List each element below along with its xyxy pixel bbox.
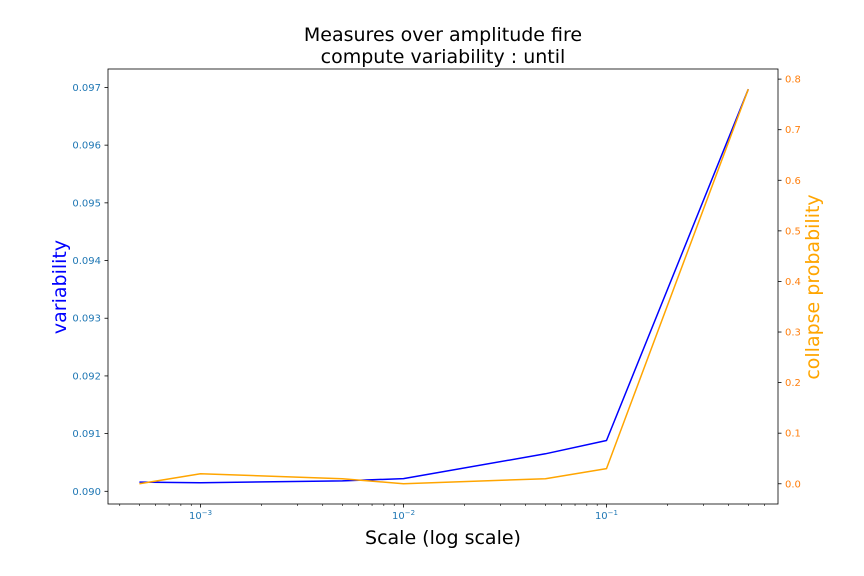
- y-right-tick-label: 0.1: [785, 429, 801, 440]
- y-left-tick-label: 0.097: [72, 83, 101, 94]
- x-tick-exponent: −2: [405, 509, 415, 517]
- x-tick-label: 10−1: [595, 509, 618, 522]
- chart-title-line-1: Measures over amplitude fire: [304, 24, 582, 46]
- y-right-tick-label: 0.0: [785, 479, 801, 490]
- y-left-tick-label: 0.092: [72, 371, 101, 382]
- series-line-collapse-probability: [139, 88, 750, 485]
- y-right-tick-label: 0.2: [785, 378, 801, 389]
- y-right-tick-label: 0.4: [785, 277, 801, 288]
- y-left-tick-label: 0.095: [72, 198, 101, 209]
- x-tick-label: 10−3: [189, 509, 212, 522]
- y-axis-left-label: variability: [49, 240, 71, 334]
- x-tick-exponent: −3: [202, 509, 212, 517]
- y-right-tick-label: 0.8: [785, 75, 801, 86]
- y-right-tick-label: 0.5: [785, 226, 801, 237]
- y-left-tick-label: 0.091: [72, 429, 101, 440]
- chart-title-line-2: compute variability : until: [321, 46, 566, 68]
- y-left-tick-label: 0.093: [72, 314, 101, 325]
- y-left-tick-label: 0.090: [72, 487, 101, 498]
- y-right-tick-label: 0.3: [785, 328, 801, 339]
- y-right-tick-label: 0.7: [785, 125, 801, 136]
- x-tick-exponent: −1: [608, 509, 618, 517]
- y-left-tick-label: 0.094: [72, 256, 101, 267]
- y-left-tick-label: 0.096: [72, 141, 101, 152]
- x-axis-label: Scale (log scale): [365, 527, 521, 549]
- y-right-tick-label: 0.6: [785, 176, 801, 187]
- y-axis-right-label: collapse probability: [802, 194, 824, 379]
- plot-area: 10−3 10−2 10−1 0.090 0.091 0.092 0.093 0.094 0.0…: [72, 68, 801, 522]
- series-line-variability: [139, 88, 749, 484]
- x-tick-label: 10−2: [392, 509, 415, 522]
- plot-frame: [107, 68, 779, 505]
